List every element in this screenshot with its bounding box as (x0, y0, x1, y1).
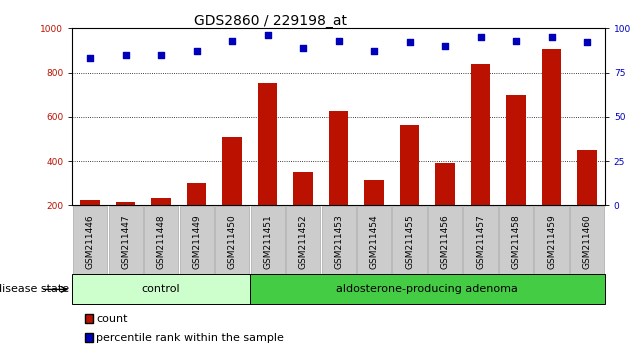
Text: disease state: disease state (0, 284, 69, 295)
Bar (400, 125, 420, 250)
Bar (187, 183, 207, 250)
Point (476, 34, 486, 40)
Text: GSM211448: GSM211448 (157, 214, 166, 269)
Bar (151, 198, 171, 250)
Bar (222, 137, 242, 250)
Text: GSM211458: GSM211458 (512, 214, 520, 269)
Text: GSM211447: GSM211447 (121, 214, 130, 269)
Text: GSM211454: GSM211454 (370, 214, 379, 269)
Bar (81, 200, 100, 250)
Bar (116, 202, 135, 250)
Text: GSM211460: GSM211460 (583, 214, 592, 269)
Point (333, 38, 343, 44)
Text: GSM211451: GSM211451 (263, 214, 272, 269)
Bar (258, 82, 277, 250)
Text: percentile rank within the sample: percentile rank within the sample (96, 333, 284, 343)
Text: GDS2860 / 229198_at: GDS2860 / 229198_at (195, 14, 347, 28)
Bar (577, 150, 597, 250)
Text: GSM211450: GSM211450 (227, 214, 237, 269)
Bar (329, 111, 348, 250)
Point (227, 38, 237, 44)
Bar (294, 172, 313, 250)
Text: aldosterone-producing adenoma: aldosterone-producing adenoma (336, 284, 518, 295)
Text: GSM211459: GSM211459 (547, 214, 556, 269)
Bar (435, 163, 455, 250)
Point (546, 34, 557, 40)
Bar (542, 49, 561, 250)
Point (192, 48, 202, 54)
Point (156, 52, 166, 58)
Text: GSM211452: GSM211452 (299, 214, 307, 269)
Point (263, 33, 273, 38)
Bar (471, 64, 490, 250)
Point (85, 56, 95, 61)
Point (120, 52, 131, 58)
Text: GSM211446: GSM211446 (86, 214, 94, 269)
Text: control: control (142, 284, 180, 295)
Text: GSM211449: GSM211449 (192, 214, 201, 269)
Text: GSM211456: GSM211456 (440, 214, 450, 269)
Point (404, 40, 415, 45)
Point (298, 45, 308, 51)
Text: GSM211455: GSM211455 (405, 214, 414, 269)
Text: count: count (96, 314, 128, 324)
Point (369, 48, 379, 54)
Text: GSM211457: GSM211457 (476, 214, 485, 269)
Point (440, 43, 450, 49)
Point (582, 40, 592, 45)
Text: GSM211453: GSM211453 (334, 214, 343, 269)
Bar (364, 180, 384, 250)
Point (511, 38, 521, 44)
Bar (507, 95, 526, 250)
